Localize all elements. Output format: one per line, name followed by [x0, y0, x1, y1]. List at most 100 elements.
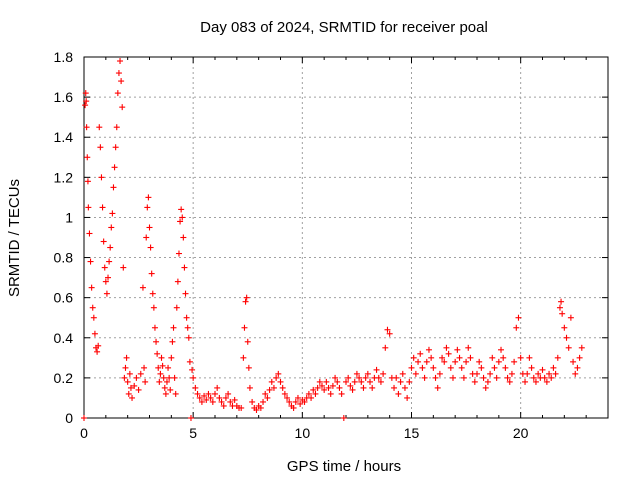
data-point — [153, 338, 160, 345]
data-point — [90, 314, 97, 321]
chart-title: Day 083 of 2024, SRMTID for receiver poa… — [200, 19, 488, 36]
data-point — [487, 370, 494, 377]
data-point — [264, 394, 271, 401]
data-point — [198, 398, 205, 405]
data-point — [113, 124, 120, 131]
data-point — [212, 390, 218, 397]
data-point — [353, 370, 360, 377]
data-point — [181, 264, 188, 271]
data-point — [421, 374, 428, 381]
data-point — [539, 366, 546, 373]
data-point — [85, 204, 92, 211]
data-point — [240, 354, 247, 361]
data-point — [241, 324, 248, 331]
x-tick-label: 10 — [295, 425, 311, 441]
data-point — [275, 370, 282, 377]
data-point — [162, 390, 169, 397]
data-point — [225, 390, 232, 397]
data-point — [249, 398, 256, 405]
data-point — [502, 364, 509, 371]
data-point — [532, 378, 539, 385]
data-point — [522, 378, 529, 385]
data-point — [118, 78, 125, 85]
data-point — [382, 344, 389, 351]
data-point — [323, 378, 330, 385]
data-point — [554, 354, 561, 361]
data-point — [214, 384, 221, 391]
data-point — [484, 378, 491, 385]
data-point — [121, 374, 128, 381]
data-point — [133, 374, 140, 381]
data-point — [179, 214, 186, 221]
data-point — [189, 366, 196, 373]
data-point — [182, 290, 189, 297]
data-point — [279, 384, 286, 391]
data-point — [506, 378, 513, 385]
data-point — [194, 390, 201, 397]
data-point — [158, 354, 165, 361]
data-point — [87, 258, 94, 265]
y-tick-label: 1.8 — [54, 49, 74, 65]
data-point — [163, 378, 170, 385]
y-tick-label: 0.6 — [54, 290, 74, 306]
data-point — [231, 396, 238, 403]
data-point — [160, 374, 167, 381]
data-point — [114, 90, 121, 97]
data-point — [476, 358, 483, 365]
data-point — [570, 358, 577, 365]
data-point — [399, 370, 406, 377]
y-tick-label: 1.4 — [54, 129, 74, 145]
data-point — [454, 346, 461, 353]
data-point — [439, 354, 446, 361]
data-point — [155, 364, 162, 371]
data-point — [84, 178, 91, 185]
data-points — [81, 58, 585, 421]
x-axis-label: GPS time / hours — [287, 458, 401, 475]
data-point — [111, 164, 118, 171]
data-point — [242, 298, 249, 305]
data-point — [528, 364, 535, 371]
data-point — [530, 374, 537, 381]
data-point — [119, 104, 126, 111]
data-point — [253, 406, 260, 413]
data-point — [123, 354, 130, 361]
data-point — [175, 250, 182, 257]
data-point — [332, 374, 339, 381]
data-point — [546, 370, 553, 377]
data-point — [463, 358, 470, 365]
data-point — [177, 218, 184, 225]
data-point — [131, 382, 138, 389]
data-point — [165, 364, 172, 371]
data-point — [257, 404, 264, 411]
data-point — [166, 374, 173, 381]
data-point — [205, 390, 212, 397]
data-point — [268, 378, 275, 385]
data-point — [100, 238, 107, 245]
data-point — [329, 382, 336, 389]
data-point — [417, 350, 424, 357]
data-point — [142, 378, 149, 385]
data-point — [290, 404, 297, 411]
data-point — [447, 364, 454, 371]
data-point — [183, 314, 190, 321]
data-point — [292, 398, 299, 405]
data-point — [480, 374, 487, 381]
data-point — [500, 354, 507, 361]
data-point — [445, 350, 452, 357]
data-point — [101, 264, 108, 271]
data-point — [186, 358, 193, 365]
data-point — [425, 346, 432, 353]
data-point — [86, 230, 93, 237]
data-point — [294, 394, 301, 401]
data-point — [410, 354, 417, 361]
data-point — [460, 374, 467, 381]
data-point — [543, 378, 550, 385]
data-point — [449, 374, 456, 381]
data-point — [305, 390, 312, 397]
data-point — [377, 378, 384, 385]
data-point — [428, 354, 435, 361]
data-point — [504, 374, 511, 381]
data-point — [321, 386, 328, 393]
data-point — [108, 224, 115, 231]
data-point — [174, 278, 181, 285]
